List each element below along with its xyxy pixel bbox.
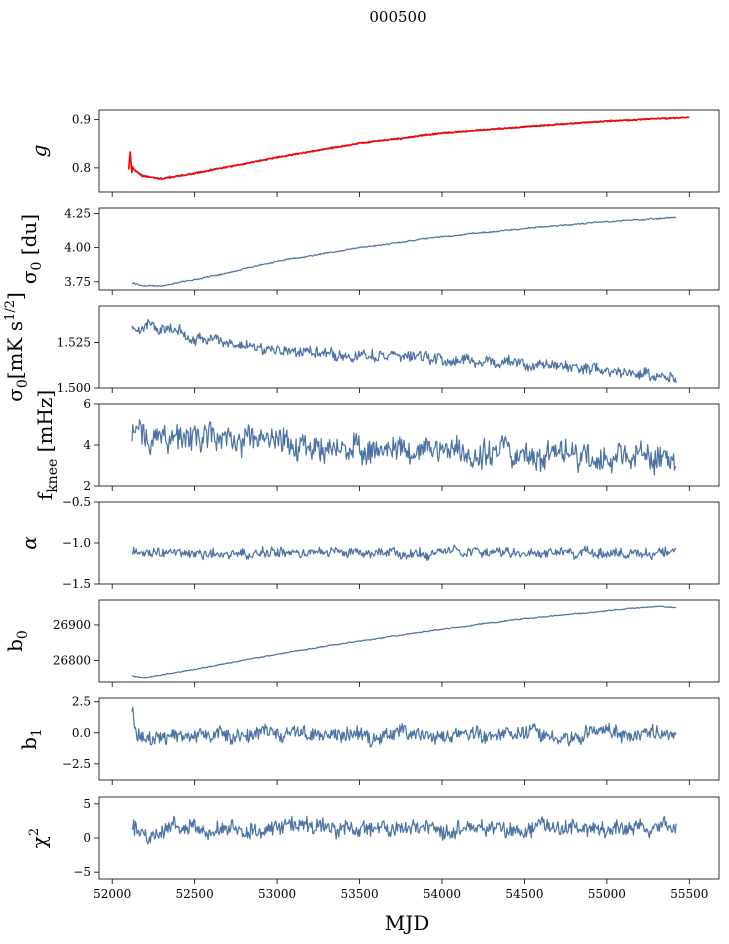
y-axis-label-g: g <box>27 145 51 158</box>
y-tick-label: −0.5 <box>62 495 91 509</box>
x-tick-label: 55000 <box>588 887 626 901</box>
y-tick-label: −2.5 <box>62 757 91 771</box>
panel-chi2: 52000 52500 53000 53500 54000 54500 55000 55500… <box>27 796 720 901</box>
panel-sigma0-du: 3.75 4.00 4.25 σ0 [du] <box>17 206 720 295</box>
y-tick-label: 0.8 <box>72 161 91 175</box>
panel-b1: −2.5 0.0 2.5 b1 <box>17 695 720 785</box>
series-line-chi2 <box>131 815 677 845</box>
y-axis-label-fknee: fknee [mHz] <box>33 390 61 500</box>
x-tick-label: 52500 <box>176 887 214 901</box>
axes-frame-b0 <box>98 599 720 683</box>
y-tick-label: 0.9 <box>72 113 91 127</box>
panel-alpha: −1.5 −1.0 −0.5 α <box>17 495 720 591</box>
x-tick-label: 54500 <box>505 887 543 901</box>
x-tick-label: 52000 <box>93 887 131 901</box>
y-tick-label: 4 <box>83 438 91 452</box>
y-tick-label: −5 <box>73 865 91 879</box>
series-line-b0 <box>131 605 677 679</box>
x-axis-label: MJD <box>385 911 430 935</box>
x-tick-label: 55500 <box>670 887 708 901</box>
figure-suptitle: 000500 <box>369 8 426 26</box>
series-line-sigma0-mk <box>131 318 677 384</box>
y-tick-label: 6 <box>83 397 91 411</box>
y-tick-label: 4.25 <box>64 206 91 220</box>
series-line-alpha <box>131 544 677 562</box>
y-tick-label: −1.0 <box>62 536 91 550</box>
y-tick-label: 1.525 <box>57 335 91 349</box>
overlay-line-g <box>127 116 690 180</box>
axes-frame-sigma0-du <box>98 207 720 291</box>
y-tick-label: 26800 <box>53 654 91 668</box>
axes-frame-alpha <box>98 501 720 585</box>
series-line-sigma0-du <box>131 216 677 288</box>
y-tick-label: 1.500 <box>57 381 91 395</box>
x-tick-label: 53500 <box>340 887 378 901</box>
y-axis-label-alpha: α <box>17 536 41 550</box>
y-tick-label: 2 <box>83 479 91 493</box>
axes-frame-g <box>98 109 720 193</box>
y-axis-label-chi2: χ2 <box>27 828 51 848</box>
y-tick-label: 2.5 <box>72 695 91 709</box>
y-tick-label: 26900 <box>53 618 91 632</box>
series-line-fknee <box>131 419 677 476</box>
panel-fknee: 2 4 6 fknee [mHz] <box>33 390 720 500</box>
y-axis-label-sigma0-mk: σ0[mK s1/2] <box>3 292 31 402</box>
panel-sigma0-mk: 1.500 1.525 σ0[mK s1/2] <box>3 292 720 402</box>
y-tick-label: 4.00 <box>64 241 91 255</box>
y-axis-label-b1: b1 <box>17 728 45 750</box>
y-axis-label-b0: b0 <box>3 630 31 652</box>
series-line-b1 <box>131 706 677 748</box>
y-tick-label: 3.75 <box>64 275 91 289</box>
panel-b0: 26800 26900 b0 <box>3 599 720 687</box>
axes-frame-chi2 <box>98 796 720 880</box>
y-axis-label-sigma0-du: σ0 [du] <box>17 214 45 284</box>
axes-frame-sigma0-mk <box>98 305 720 389</box>
y-tick-label: 5 <box>83 797 91 811</box>
y-tick-label: −1.5 <box>62 577 91 591</box>
x-tick-label: 53000 <box>258 887 296 901</box>
x-tick-label: 54000 <box>423 887 461 901</box>
y-tick-label: 0.0 <box>72 726 91 740</box>
panel-g: 0.8 0.9 g <box>27 109 720 197</box>
y-tick-label: 0 <box>83 831 91 845</box>
axes-frame-b1 <box>98 697 720 781</box>
